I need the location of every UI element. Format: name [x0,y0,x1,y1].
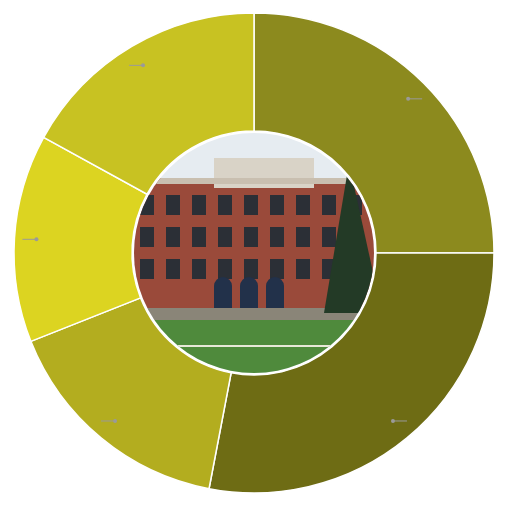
leader-dot [391,419,395,423]
window [192,227,206,247]
window [244,227,258,247]
tree [324,163,382,313]
window [218,195,232,215]
window [270,227,284,247]
field [132,320,376,390]
leader-line [22,239,36,240]
door [240,277,258,308]
leader-dot [113,419,117,423]
window [218,259,232,279]
window [322,227,336,247]
leader-line [129,65,143,66]
leader-line [408,98,422,99]
center-picture [132,131,382,390]
leaders [22,63,422,423]
window [218,227,232,247]
window [296,227,310,247]
leader-line [393,420,407,421]
window [296,259,310,279]
window [140,227,154,247]
window [270,195,284,215]
window [322,195,336,215]
window [166,195,180,215]
window [192,195,206,215]
chart [0,0,509,507]
window [140,195,154,215]
leader-line [101,420,115,421]
leader-dot [34,237,38,241]
window [166,259,180,279]
cornice [132,178,376,184]
door [214,277,232,308]
window [192,259,206,279]
window [296,195,310,215]
leader-dot [141,63,145,67]
field-line [132,345,376,347]
window [244,259,258,279]
window [270,259,284,279]
window [140,259,154,279]
slices [14,13,494,493]
leader-dot [406,97,410,101]
window [166,227,180,247]
window [244,195,258,215]
door [266,277,284,308]
